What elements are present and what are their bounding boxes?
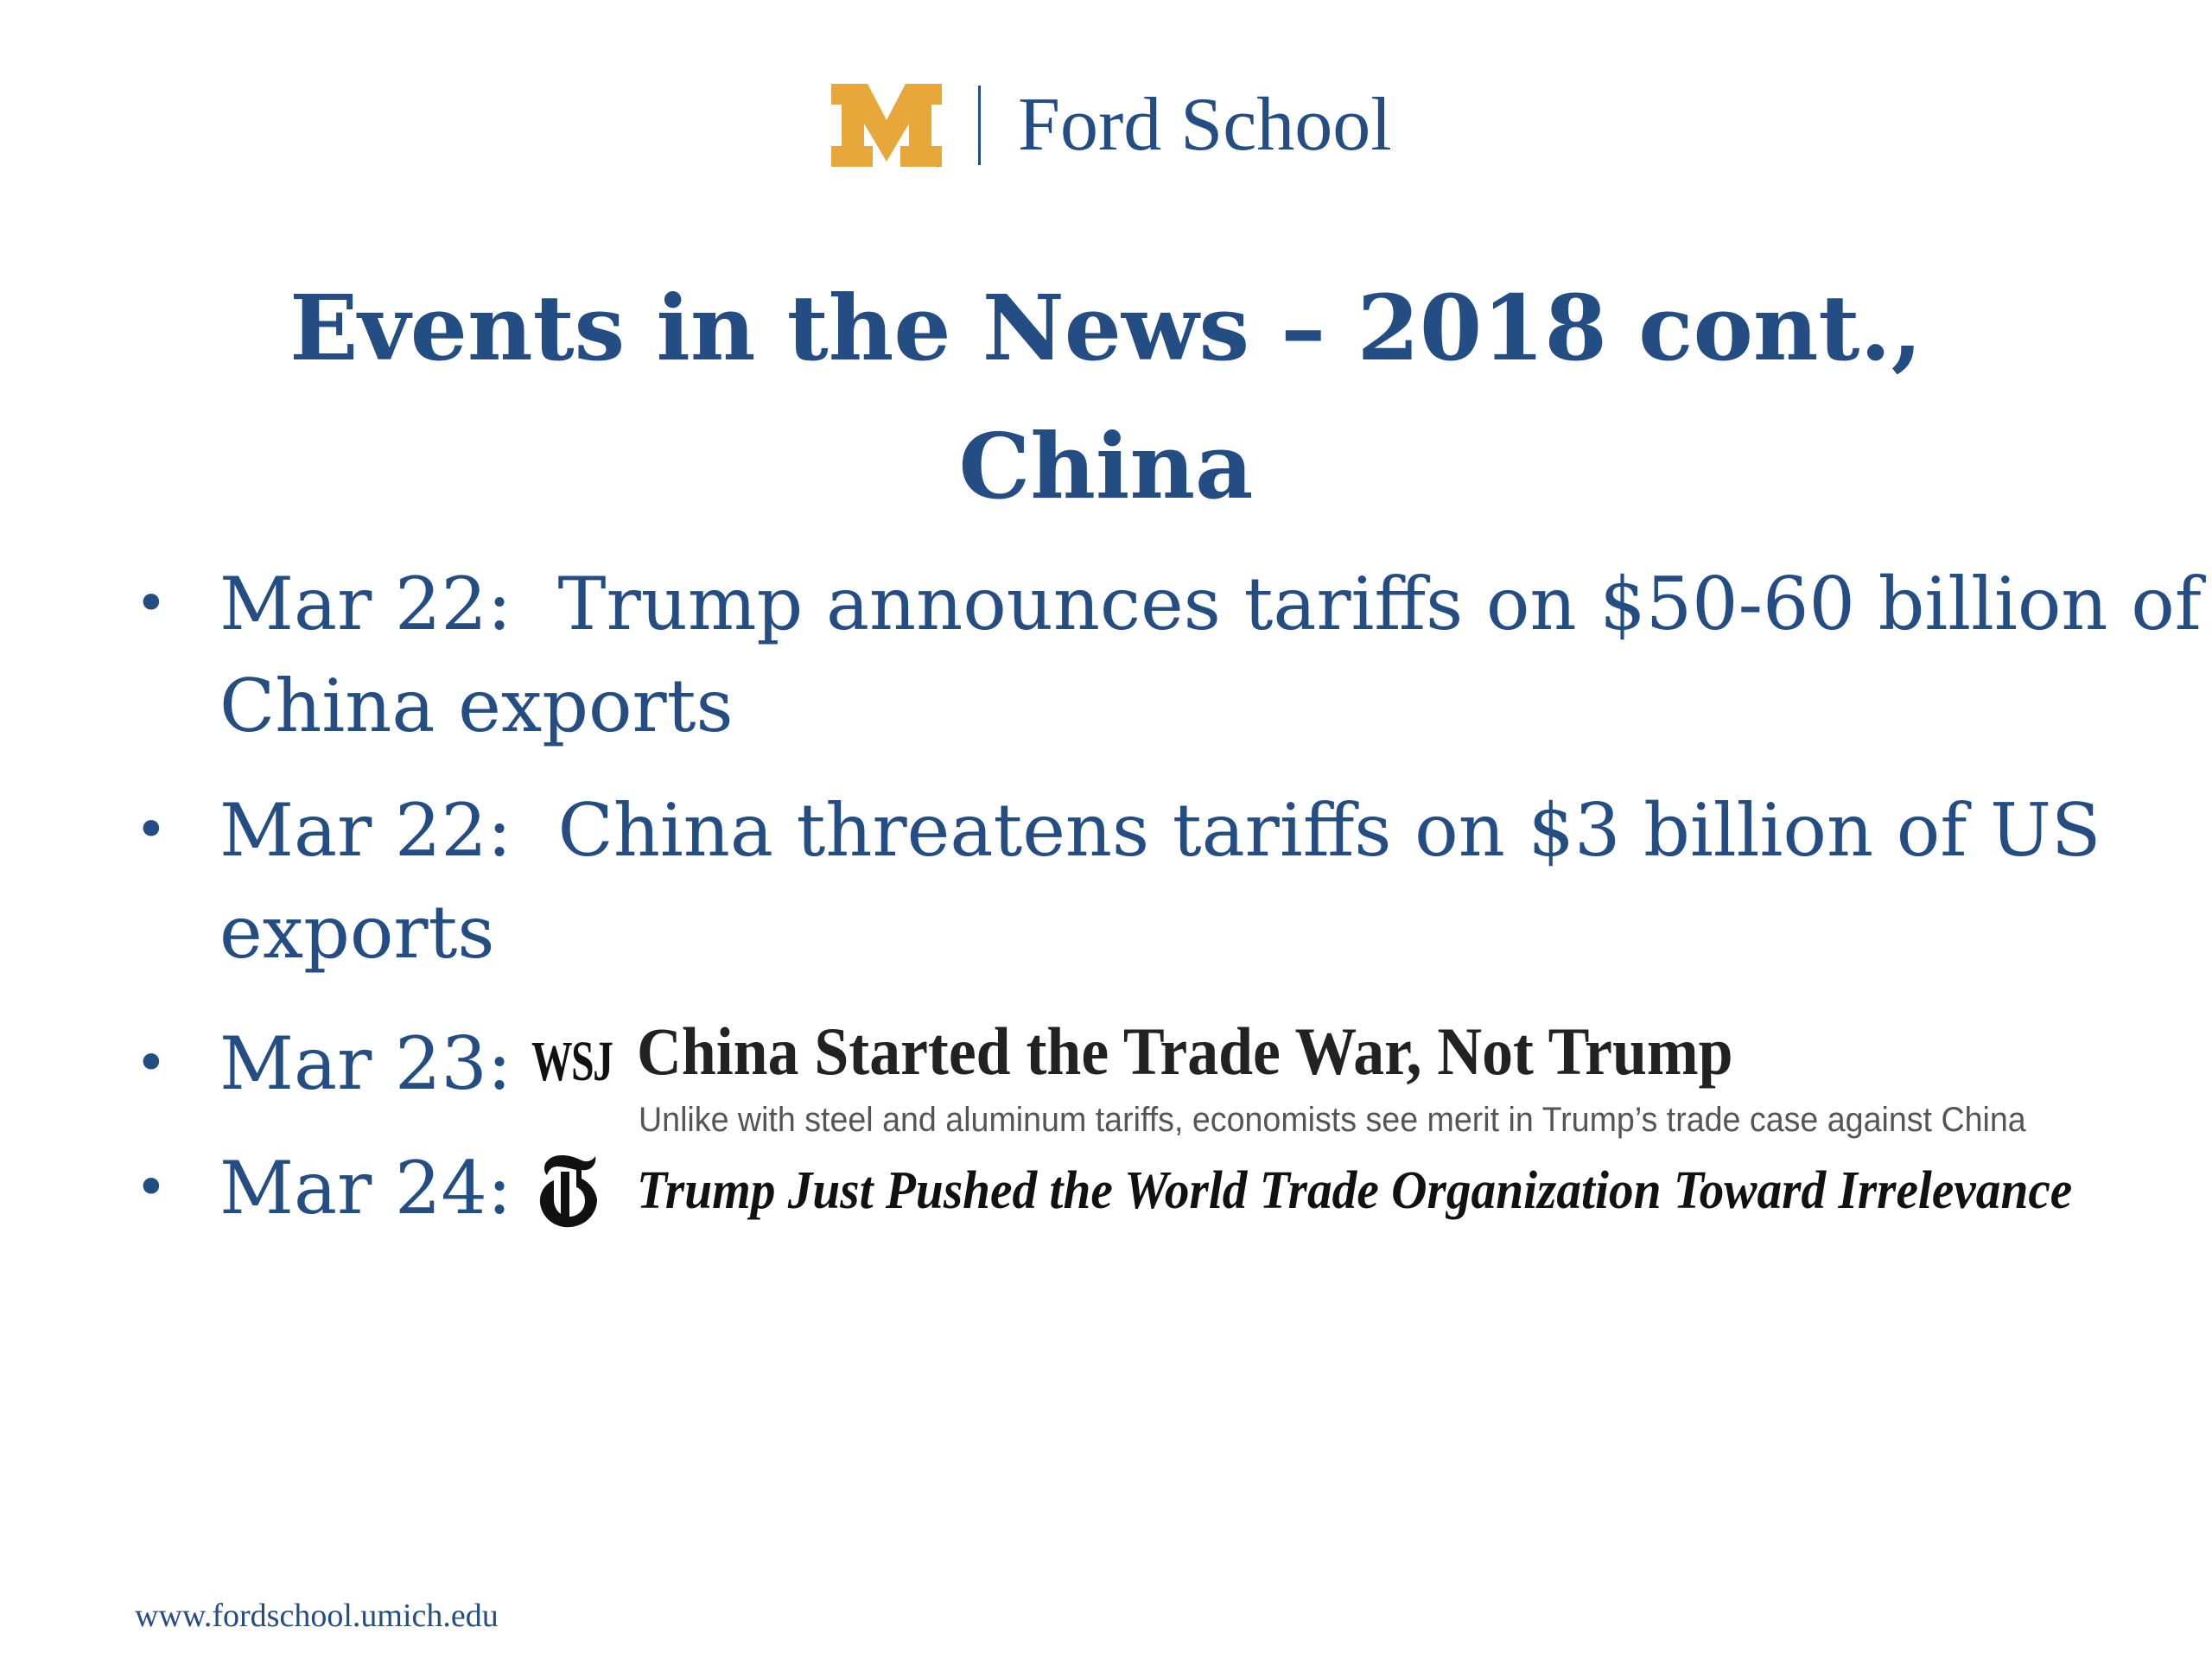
bullet-date: Mar 23: [219, 1021, 512, 1106]
slide-title-line-1: Events in the News – 2018 cont., [289, 275, 1923, 381]
wsj-subheadline: Unlike with steel and aluminum tariffs, … [639, 1101, 2026, 1139]
wsj-logo: WSJ [531, 1030, 613, 1093]
bullet-item: • Mar 22: Trump announces tariffs on $50… [130, 553, 2207, 757]
michigan-block-m-icon: . [831, 84, 942, 168]
bullet-dot: • [135, 798, 168, 862]
logo-divider [978, 86, 981, 165]
bullet-dot: • [135, 1156, 168, 1220]
bullet-item: • Mar 22: China threatens tariffs on $3 … [130, 779, 2207, 983]
bullet-item: • Mar 23: WSJ China Started the Trade Wa… [130, 1013, 2212, 1139]
nyt-headline: Trump Just Pushed the World Trade Organi… [637, 1161, 2073, 1220]
bullet-date: Mar 24: [219, 1146, 512, 1230]
slide-title: Events in the News – 2018 cont., China [0, 259, 2212, 536]
ford-school-logo: . Ford School [830, 82, 1400, 168]
nyt-t-icon [539, 1155, 597, 1228]
svg-text:.: . [937, 160, 939, 168]
bullet-date: Mar 22: [219, 562, 512, 646]
slide-title-line-2: China [958, 413, 1254, 519]
bullet-item: • Mar 24: Trump Just Pushed the World Tr… [130, 1137, 2212, 1239]
school-name: Ford School [1018, 83, 1392, 167]
bullet-date: Mar 22: [219, 788, 512, 873]
bullet-text: Trump announces tariffs on $50-60 billio… [219, 562, 2202, 748]
bullet-dot: • [135, 1032, 168, 1096]
bullet-dot: • [135, 572, 168, 636]
wsj-headline: China Started the Trade War, Not Trump [637, 1014, 1733, 1089]
bullet-text: China threatens tariffs on $3 billion of… [219, 788, 2101, 975]
footer-url: www.fordschool.umich.edu [135, 1598, 499, 1634]
